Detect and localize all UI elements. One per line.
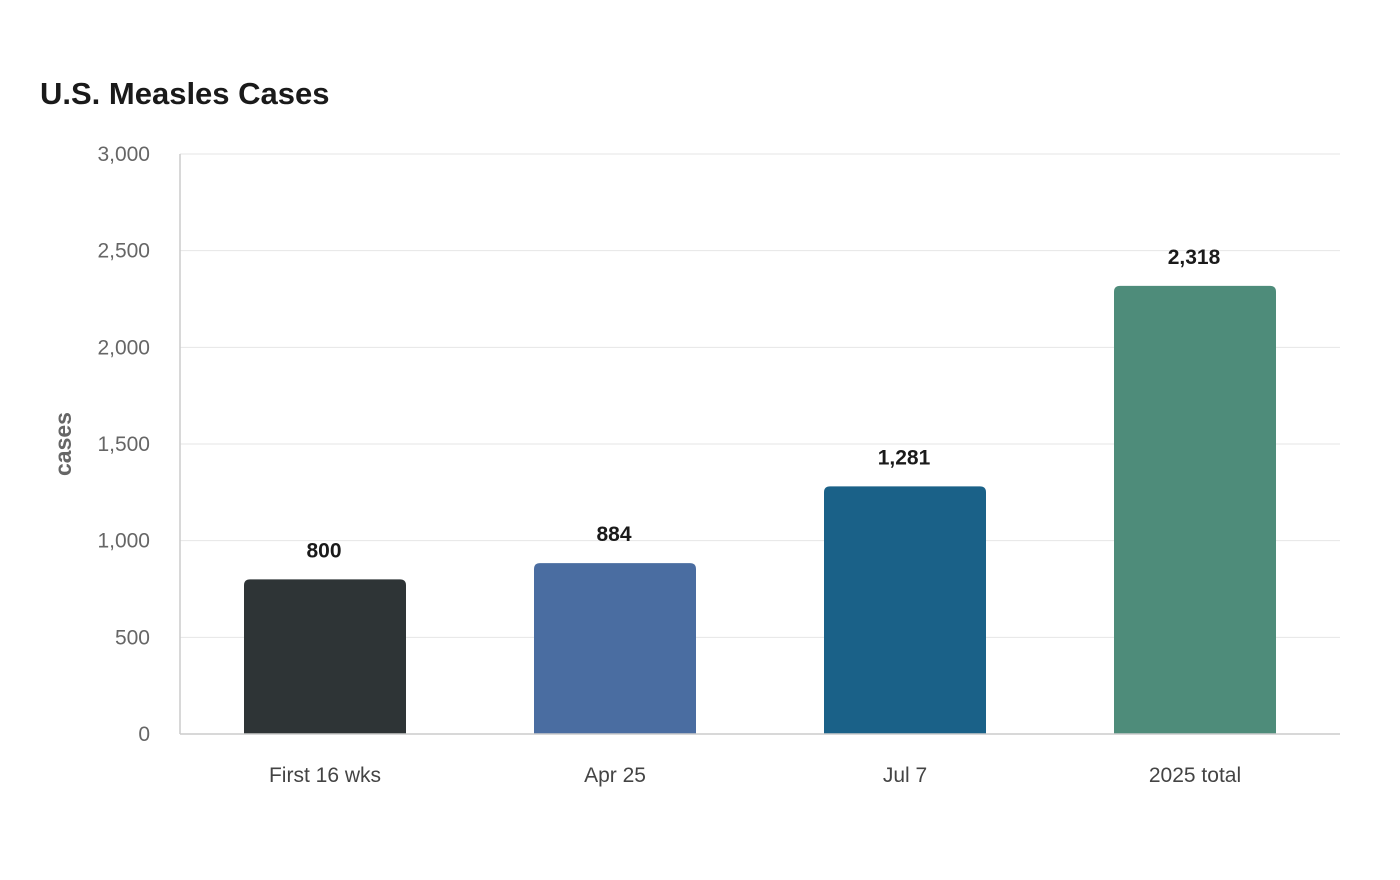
- bar: [1114, 285, 1276, 734]
- y-tick-label: 1,500: [97, 433, 150, 456]
- bar-value-label: 2,318: [1168, 246, 1221, 269]
- y-axis-ticks: 0 500 1,000 1,500 2,000 2,500 3,000: [97, 143, 150, 746]
- bars: [244, 285, 1276, 734]
- bar: [244, 579, 406, 734]
- y-tick-label: 2,500: [97, 240, 150, 263]
- bar: [534, 563, 696, 734]
- x-tick-label: 2025 total: [1149, 764, 1241, 787]
- y-axis-label: cases: [50, 412, 76, 476]
- y-tick-label: 0: [138, 723, 150, 746]
- chart-title: U.S. Measles Cases: [40, 76, 330, 111]
- x-tick-label: Apr 25: [584, 764, 646, 787]
- y-tick-label: 3,000: [97, 143, 150, 166]
- y-tick-label: 2,000: [97, 336, 150, 359]
- bar: [824, 486, 986, 734]
- bar-value-label: 1,281: [878, 446, 931, 469]
- y-tick-label: 1,000: [97, 530, 150, 553]
- x-axis-ticks: First 16 wks Apr 25 Jul 7 2025 total: [269, 764, 1241, 787]
- x-tick-label: First 16 wks: [269, 764, 381, 787]
- bar-value-label: 884: [596, 523, 631, 546]
- data-labels: 800 884 1,281 2,318: [306, 246, 1220, 562]
- y-tick-label: 500: [115, 626, 150, 649]
- bar-value-label: 800: [306, 539, 341, 562]
- x-tick-label: Jul 7: [883, 764, 927, 787]
